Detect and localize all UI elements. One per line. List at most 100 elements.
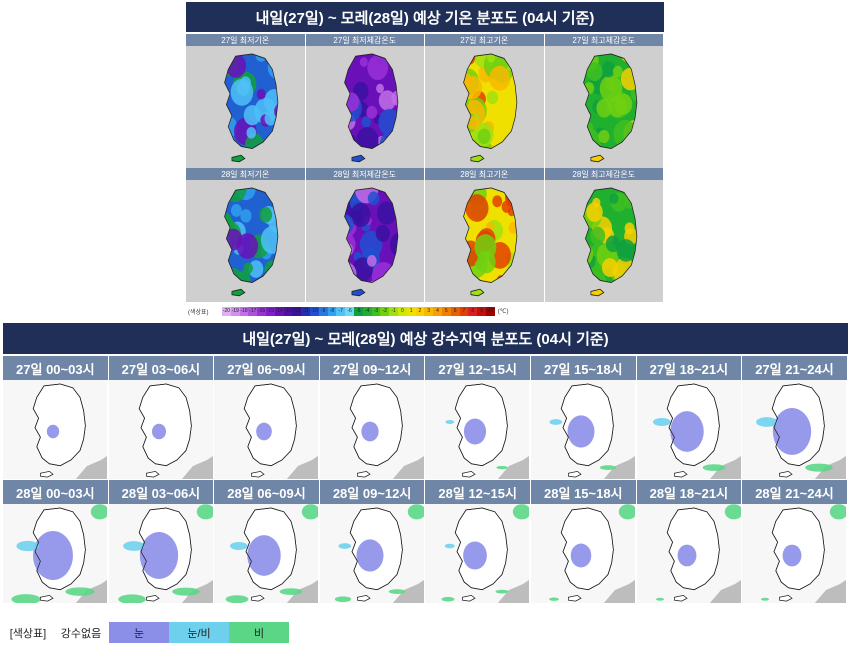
precipitation-map-image: [742, 380, 847, 479]
precipitation-map: 28일 15~18시: [530, 480, 637, 604]
temperature-scale-cell: -17: [248, 307, 258, 316]
temperature-map-label: 27일 최고기온: [425, 34, 544, 46]
temperature-map-image: [463, 53, 518, 163]
legend-rain: 비: [229, 622, 289, 643]
precipitation-map-image: [319, 504, 424, 603]
temperature-map-image: [582, 187, 637, 297]
temperature-scale-cell: -10: [309, 307, 319, 316]
precipitation-map-label: 28일 06~09시: [214, 480, 319, 504]
precipitation-map: 27일 09~12시: [319, 356, 426, 480]
precipitation-map: 27일 21~24시: [742, 356, 848, 480]
precipitation-map: 28일 09~12시: [319, 480, 426, 604]
precipitation-map-label: 28일 00~03시: [3, 480, 108, 504]
precipitation-map-image: [319, 380, 424, 479]
precipitation-map-label: 27일 15~18시: [530, 356, 636, 380]
precipitation-map-image: [3, 380, 107, 479]
temperature-map-label: 28일 최고기온: [425, 168, 544, 180]
temperature-map-label: 28일 최저체감온도: [305, 168, 424, 180]
precipitation-map-label: 27일 00~03시: [3, 356, 108, 380]
temperature-scale-cell: 7: [459, 307, 469, 316]
temperature-map-image: [224, 187, 279, 297]
temperature-scale-cell: -15: [265, 307, 275, 316]
temperature-map-label: 27일 최저기온: [186, 34, 305, 46]
precipitation-map: 28일 12~15시: [425, 480, 531, 604]
temperature-scale-cell: -12: [292, 307, 302, 316]
precipitation-map-label: 28일 21~24시: [742, 480, 847, 504]
precipitation-map: 27일 03~06시: [108, 356, 215, 480]
temperature-map-image: [463, 187, 518, 297]
temperature-scale-cell: -16: [257, 307, 266, 316]
precipitation-map: 28일 06~09시: [214, 480, 320, 604]
temperature-scale-cell: 8: [468, 307, 478, 316]
temperature-scale-cell: -11: [301, 307, 310, 316]
temperature-map: 28일 최저체감온도: [305, 168, 425, 302]
temperature-map: 27일 최저체감온도: [305, 34, 425, 168]
temperature-map-label: 27일 최저체감온도: [305, 34, 424, 46]
temperature-color-scale: (색상표) -20 -19 -18 -17 -16 -15 -14 -13 -12 -11 -10-…: [186, 306, 664, 317]
precipitation-map: 27일 12~15시: [425, 356, 531, 480]
precipitation-map: 28일 18~21시: [636, 480, 743, 604]
precipitation-map-image: [108, 504, 213, 603]
temperature-scale-cell: -9: [318, 307, 328, 316]
temperature-map: 28일 최고체감온도: [544, 168, 664, 302]
legend-label: [색상표]: [9, 627, 47, 640]
precipitation-legend: [색상표] 강수없음 눈 눈/비 비: [3, 622, 289, 643]
temperature-map-image: [224, 53, 279, 163]
temperature-scale-cell: -13: [283, 307, 293, 316]
precipitation-map-label: 28일 12~15시: [425, 480, 530, 504]
temperature-map-image: [582, 53, 637, 163]
temperature-map-image: [343, 187, 398, 297]
precipitation-map: 28일 00~03시: [3, 480, 109, 604]
temperature-map: 27일 최고체감온도: [544, 34, 664, 168]
legend-snow: 눈: [109, 622, 169, 643]
temperature-scale-cell: 0: [397, 307, 407, 316]
temperature-scale-cell: 10: [485, 307, 495, 316]
legend-sleet: 눈/비: [169, 622, 229, 643]
precipitation-map-image: [530, 504, 635, 603]
precipitation-map-image: [214, 504, 319, 603]
legend-no-precip: 강수없음: [60, 627, 102, 640]
temperature-scale-cell: -1: [389, 307, 398, 316]
temperature-map: 28일 최고기온: [425, 168, 545, 302]
precipitation-map: 28일 03~06시: [108, 480, 215, 604]
temperature-map-image: [343, 53, 398, 163]
temperature-scale-cell: -7: [336, 307, 346, 316]
temperature-scale-cell: 9: [477, 307, 486, 316]
temperature-scale-cell: 2: [415, 307, 425, 316]
precipitation-map: 27일 00~03시: [3, 356, 109, 480]
temperature-scale-cell: 4: [433, 307, 442, 316]
temperature-map: 27일 최고기온: [425, 34, 545, 168]
precipitation-map-image: [530, 380, 635, 479]
temperature-panel: 내일(27일) ~ 모레(28일) 예상 기온 분포도 (04시 기준) 27일…: [186, 2, 664, 319]
temperature-scale-label: (색상표): [188, 310, 209, 316]
precipitation-panel: 내일(27일) ~ 모레(28일) 예상 강수지역 분포도 (04시 기준) 2…: [3, 323, 848, 604]
temperature-scale-cell: -5: [353, 307, 363, 316]
precipitation-map-image: [742, 504, 847, 603]
precipitation-map: 28일 21~24시: [742, 480, 848, 604]
precipitation-map-label: 27일 21~24시: [742, 356, 847, 380]
precipitation-map: 27일 06~09시: [214, 356, 320, 480]
temperature-scale-cells: -20 -19 -18 -17 -16 -15 -14 -13 -12 -11 -10 -9 -8 -7-…: [222, 307, 495, 316]
temperature-scale-cell: 3: [424, 307, 434, 316]
precipitation-map-label: 28일 15~18시: [530, 480, 636, 504]
temperature-scale-cell: 5: [441, 307, 451, 316]
temperature-map-label: 28일 최고체감온도: [544, 168, 663, 180]
precipitation-map-grid: 27일 00~03시 27일 03~06시 27일 06~09시 27일 09~12시…: [3, 356, 848, 604]
temperature-map-label: 27일 최고체감온도: [544, 34, 663, 46]
temperature-title: 내일(27일) ~ 모레(28일) 예상 기온 분포도 (04시 기준): [186, 2, 664, 32]
precipitation-map-label: 27일 03~06시: [108, 356, 214, 380]
temperature-scale-cell: -18: [239, 307, 249, 316]
temperature-scale-cell: 6: [450, 307, 460, 316]
precipitation-map-image: [3, 504, 107, 603]
precipitation-map-image: [214, 380, 319, 479]
temperature-map-grid: 27일 최저기온 27일 최저체감온도 27일 최고기온 27일 최고체감온도 28일 …: [186, 34, 664, 302]
temperature-scale-cell: 1: [406, 307, 416, 316]
precipitation-map-image: [108, 380, 213, 479]
precipitation-map-label: 28일 03~06시: [108, 480, 214, 504]
temperature-scale-cell: -14: [274, 307, 284, 316]
precipitation-map-label: 27일 18~21시: [636, 356, 742, 380]
temperature-map: 28일 최저기온: [186, 168, 306, 302]
temperature-map-label: 28일 최저기온: [186, 168, 305, 180]
temperature-scale-cell: -3: [371, 307, 381, 316]
precipitation-map: 27일 18~21시: [636, 356, 743, 480]
